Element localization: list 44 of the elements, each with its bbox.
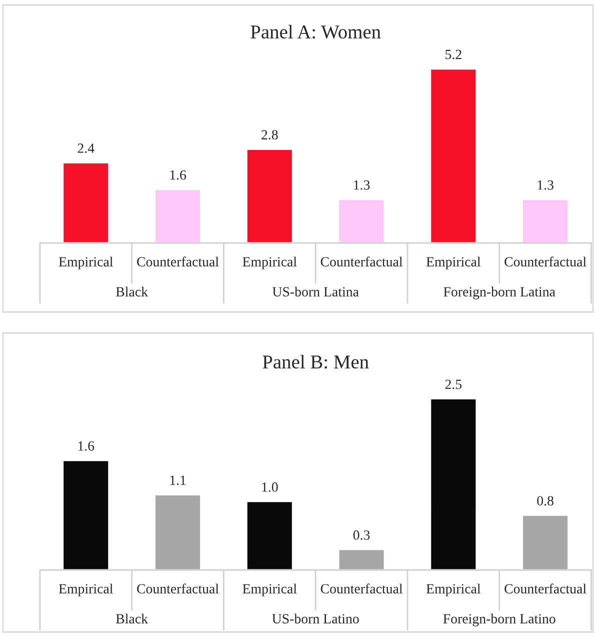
- x-tick-label: Empirical: [426, 256, 481, 270]
- text: Foreign-born Latina: [444, 286, 556, 300]
- text: US-born Latino: [272, 614, 359, 624]
- chart-title: Panel B: Men: [262, 354, 369, 369]
- bar: [338, 198, 386, 243]
- data-label: 1.1: [170, 476, 186, 486]
- data-label: 2.4: [78, 144, 94, 153]
- bar: [430, 68, 478, 243]
- x-tick-label: Empirical: [426, 584, 481, 596]
- bar: [338, 548, 386, 570]
- text: US-born Latina: [272, 286, 359, 296]
- x-tick-label: Counterfactual: [320, 584, 403, 594]
- data-label: 1.3: [354, 180, 370, 190]
- bar: [522, 514, 569, 570]
- text: Foreign-born Latino: [443, 614, 556, 626]
- data-label: 1.6: [78, 441, 94, 451]
- bar: [430, 398, 478, 570]
- data-label: 2.8: [262, 130, 278, 140]
- data-label: 5.2: [446, 50, 462, 60]
- x-tick-label: Counterfactual: [504, 584, 586, 594]
- bar: [246, 500, 294, 570]
- data-label: 2.5: [445, 380, 462, 390]
- x-tick-label: Empirical: [58, 256, 113, 270]
- x-tick-label: Counterfactual: [137, 584, 219, 594]
- x-tick-label: Counterfactual: [504, 256, 586, 266]
- text: Black: [116, 286, 148, 296]
- text: Black: [116, 614, 148, 624]
- bar: [62, 162, 110, 243]
- data-label: 0.8: [537, 496, 554, 506]
- x-tick-label: Empirical: [58, 584, 113, 596]
- chart-title: Panel A: Women: [250, 24, 381, 39]
- data-label: 1.6: [170, 170, 186, 180]
- x-tick-label: Counterfactual: [137, 256, 219, 266]
- x-tick-label: Empirical: [242, 584, 297, 596]
- bar: [246, 148, 294, 243]
- x-tick-label: Empirical: [242, 256, 297, 270]
- data-label: 0.3: [353, 530, 370, 540]
- bar: [154, 494, 202, 570]
- x-tick-label: Counterfactual: [320, 256, 403, 266]
- data-label: 1.0: [262, 482, 278, 492]
- bar: [154, 188, 202, 243]
- bar: [62, 460, 110, 570]
- data-label: 1.3: [538, 180, 554, 190]
- bar: [522, 198, 569, 243]
